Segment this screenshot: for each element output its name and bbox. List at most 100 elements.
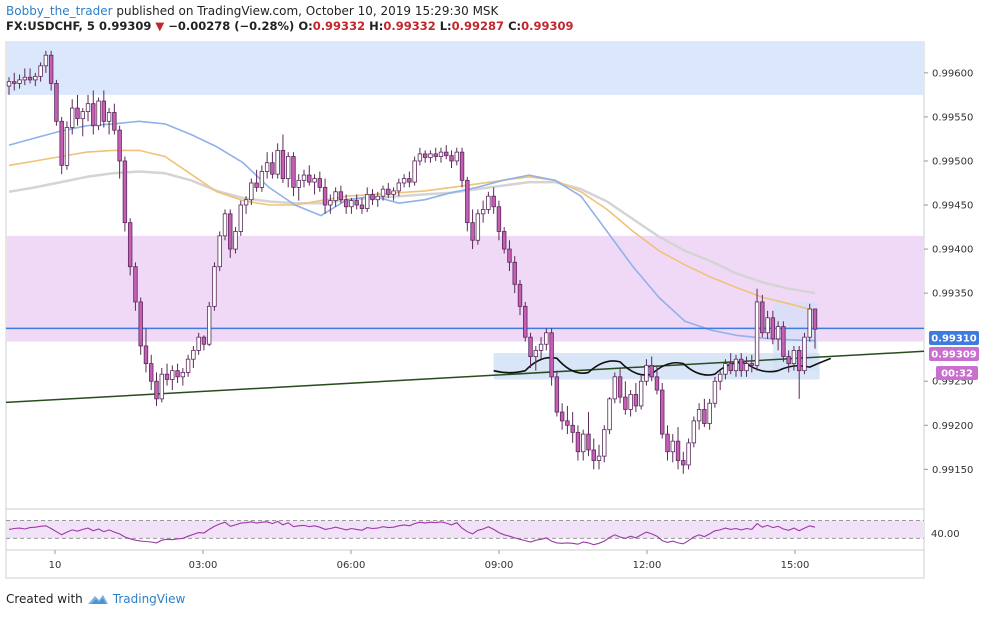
candle-body [380,188,386,197]
candle-body [544,332,549,345]
candle-body [201,336,207,345]
candle-body [22,76,28,81]
candle-body [617,376,623,398]
candle-body [586,433,591,451]
candle-body [222,213,228,237]
high-label: H: [369,19,384,33]
candle-body [328,200,333,206]
candle-body [396,182,402,192]
footer: Created with TradingView [6,592,185,606]
candle-body [786,356,791,365]
candle-body [628,394,633,410]
candle-body [191,349,196,360]
open-label: O: [298,19,313,33]
candle-body [249,182,254,201]
candle-body [459,151,465,181]
candle-body [612,376,618,400]
candle-body [454,151,459,162]
candle-body [486,195,491,210]
candle-body [696,409,702,422]
candle-body [185,358,191,373]
last-price-badge [929,347,979,361]
candle-body [675,440,681,461]
candle-body [38,65,43,77]
candle-body [101,100,107,122]
candle-body [296,179,301,188]
candles-layer [6,50,818,474]
ma-slow-line [8,170,816,295]
candle-body [96,100,101,127]
candle-body [80,111,85,120]
candle-body [538,343,544,351]
candle-body [633,394,639,407]
candle-body [686,442,691,466]
candle-body [660,389,665,435]
candle-body [206,305,212,345]
candle-body [280,149,286,179]
candle-body [59,120,64,166]
rsi-level-label: 40.00 [931,529,960,540]
candle-body [54,83,59,122]
time-axis[interactable]: 10 03:00 06:00 09:00 12:00 15:00 [49,550,810,571]
candle-body [649,364,654,378]
price-chart[interactable]: 0.99600 0.99550 0.99500 0.99450 0.99400 0.993… [0,0,988,590]
candle-body [517,283,523,307]
candle-body [370,194,375,201]
candle-body [75,107,80,120]
created-with-text: Created with [6,592,83,606]
candle-body [401,178,407,184]
candle-body [27,76,33,81]
price-badges: 0.99310 0.99309 00:32 40.00 [929,331,979,540]
open-value: 0.99332 [312,19,366,33]
hline-price-badge [929,331,979,345]
candle-body [665,433,670,453]
candle-body [591,449,596,461]
candle-body [765,317,770,334]
ascending-trendline [5,350,925,404]
candle-body [554,376,560,413]
candle-body [433,153,438,157]
candle-body [470,222,475,241]
price-axis[interactable]: 0.99600 0.99550 0.99500 0.99450 0.99400 0.993… [924,68,973,476]
candle-body [312,178,317,183]
candle-body [70,107,75,128]
candle-body [507,248,512,263]
candle-body [164,373,170,380]
price-tick-label: 0.99500 [932,156,973,167]
tradingview-link[interactable]: TradingView [112,592,186,606]
candle-body [533,349,538,357]
time-tick-label: 15:00 [781,560,810,571]
close-label: C: [508,19,522,33]
candle-body [760,301,765,334]
candle-body [749,363,754,366]
candle-body [291,156,296,188]
close-value: 0.99309 [521,19,574,33]
candle-body [744,363,749,372]
symbol-label[interactable]: FX:USDCHF, 5 [6,19,95,33]
last-price-text: 0.99309 [931,350,977,361]
author-link[interactable]: Bobby_the_trader [6,4,113,18]
candle-body [796,349,802,372]
candle-body [391,190,396,195]
candle-body [602,429,607,457]
candle-body [343,199,349,208]
candle-body [407,178,412,183]
candle-body [654,376,660,391]
candle-body [228,213,233,250]
candle-body [133,266,138,303]
candle-body [739,358,744,372]
candle-body [349,200,354,208]
candle-body [112,112,117,131]
moving-averages [8,120,816,342]
candle-body [565,420,570,426]
price-change: −0.00278 (−0.28%) [168,19,295,33]
ohlc-legend: FX:USDCHF, 5 0.99309 ▼ −0.00278 (−0.28%)… [6,19,982,34]
candle-body [243,199,249,206]
candle-body [233,231,238,250]
candle-body [770,317,776,340]
price-tick-label: 0.99550 [932,112,973,123]
candle-body [681,460,686,466]
candle-body [496,206,502,232]
candle-body [480,209,486,215]
candle-body [270,162,275,175]
